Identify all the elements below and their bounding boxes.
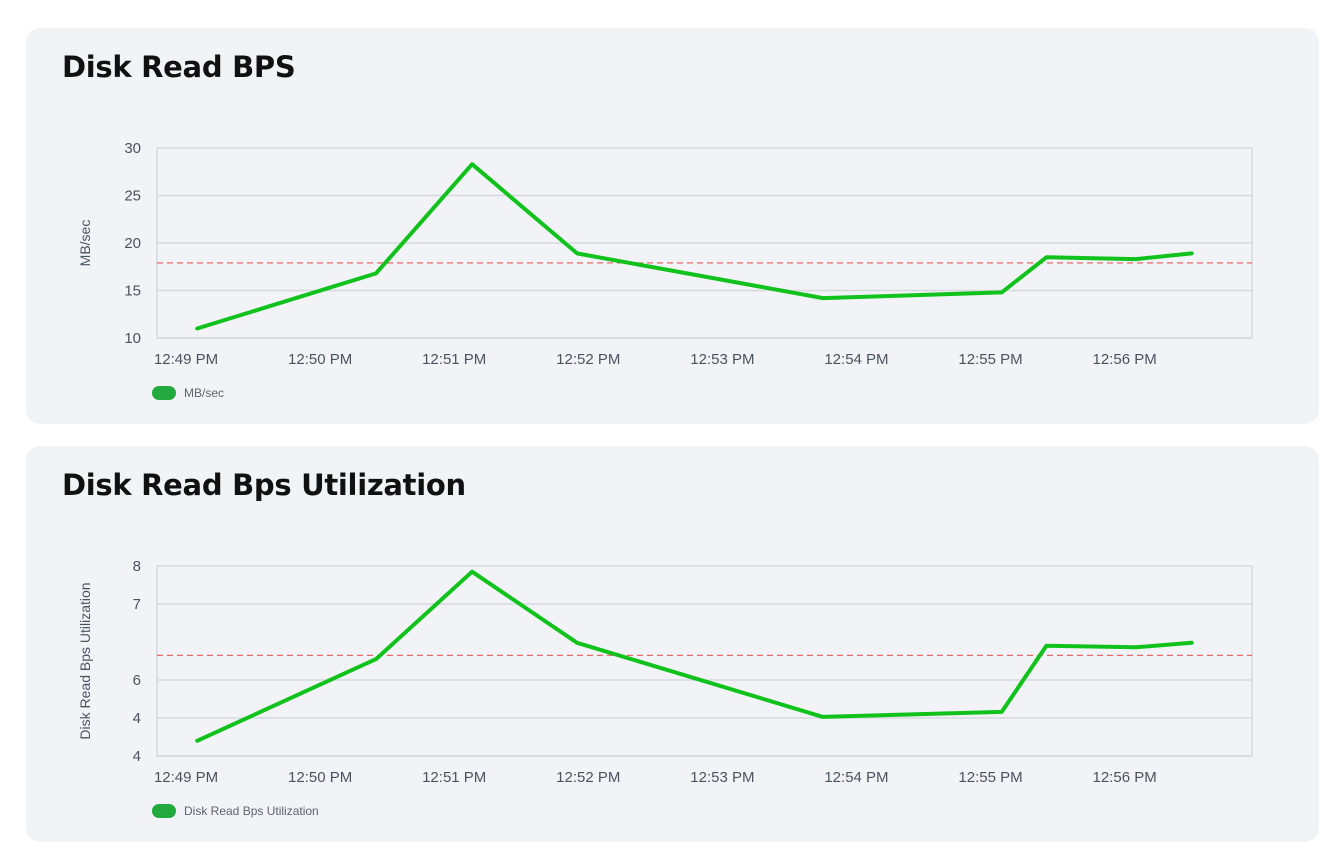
x-tick-label: 12:55 PM — [958, 351, 1022, 368]
chart-card-disk-read-bps-utilization: Disk Read Bps Utilization 4 4 6 7 8 12:49 PM 1… — [26, 446, 1319, 842]
x-tick-label: 12:49 PM — [154, 769, 218, 786]
x-tick-label: 12:50 PM — [288, 351, 352, 368]
x-tick-label: 12:56 PM — [1093, 351, 1157, 368]
y-axis-label: Disk Read Bps Utilization — [77, 582, 93, 739]
x-tick-label: 12:52 PM — [556, 351, 620, 368]
y-tick-label: 8 — [133, 558, 141, 575]
x-tick-label: 12:52 PM — [556, 769, 620, 786]
x-tick-label: 12:54 PM — [824, 769, 888, 786]
y-tick-label: 25 — [124, 188, 141, 205]
series-line[interactable] — [195, 162, 1194, 331]
x-tick-label: 12:54 PM — [824, 351, 888, 368]
y-tick-label: 20 — [124, 235, 141, 252]
legend-label: MB/sec — [184, 386, 225, 400]
series-line[interactable] — [195, 569, 1194, 743]
legend-swatch — [152, 804, 176, 818]
chart-plot[interactable]: 4 4 6 7 8 12:49 PM 12:50 PM 12:51 PM 12:52 PM 12:… — [26, 446, 1319, 842]
y-tick-label: 7 — [133, 596, 141, 613]
x-tick-label: 12:56 PM — [1093, 769, 1157, 786]
legend-swatch — [152, 386, 176, 400]
chart-plot[interactable]: 10 15 20 25 30 12:49 PM 12:50 PM 12:51 PM 12:52 … — [26, 28, 1319, 424]
plot-frame — [156, 566, 1253, 757]
x-tick-label: 12:51 PM — [422, 769, 486, 786]
chart-title: Disk Read BPS — [62, 50, 296, 84]
x-tick-label: 12:53 PM — [690, 351, 754, 368]
chart-legend[interactable]: MB/sec — [152, 386, 224, 400]
x-tick-label: 12:55 PM — [958, 769, 1022, 786]
x-tick-label: 12:51 PM — [422, 351, 486, 368]
x-tick-label: 12:53 PM — [690, 769, 754, 786]
chart-card-disk-read-bps: Disk Read BPS 10 15 20 25 30 12:49 PM 12:50 PM… — [26, 28, 1319, 424]
x-tick-label: 12:49 PM — [154, 351, 218, 368]
chart-legend[interactable]: Disk Read Bps Utilization — [152, 804, 319, 818]
legend-label: Disk Read Bps Utilization — [184, 804, 319, 818]
y-tick-label: 15 — [124, 283, 141, 300]
y-tick-label: 4 — [133, 748, 141, 765]
y-tick-label: 6 — [133, 672, 141, 689]
y-tick-label: 10 — [124, 330, 141, 347]
y-axis-label: MB/sec — [77, 220, 93, 267]
x-tick-label: 12:50 PM — [288, 769, 352, 786]
y-tick-label: 30 — [124, 140, 141, 157]
chart-title: Disk Read Bps Utilization — [62, 468, 466, 502]
plot-frame — [156, 148, 1253, 339]
y-tick-label: 4 — [133, 710, 141, 727]
